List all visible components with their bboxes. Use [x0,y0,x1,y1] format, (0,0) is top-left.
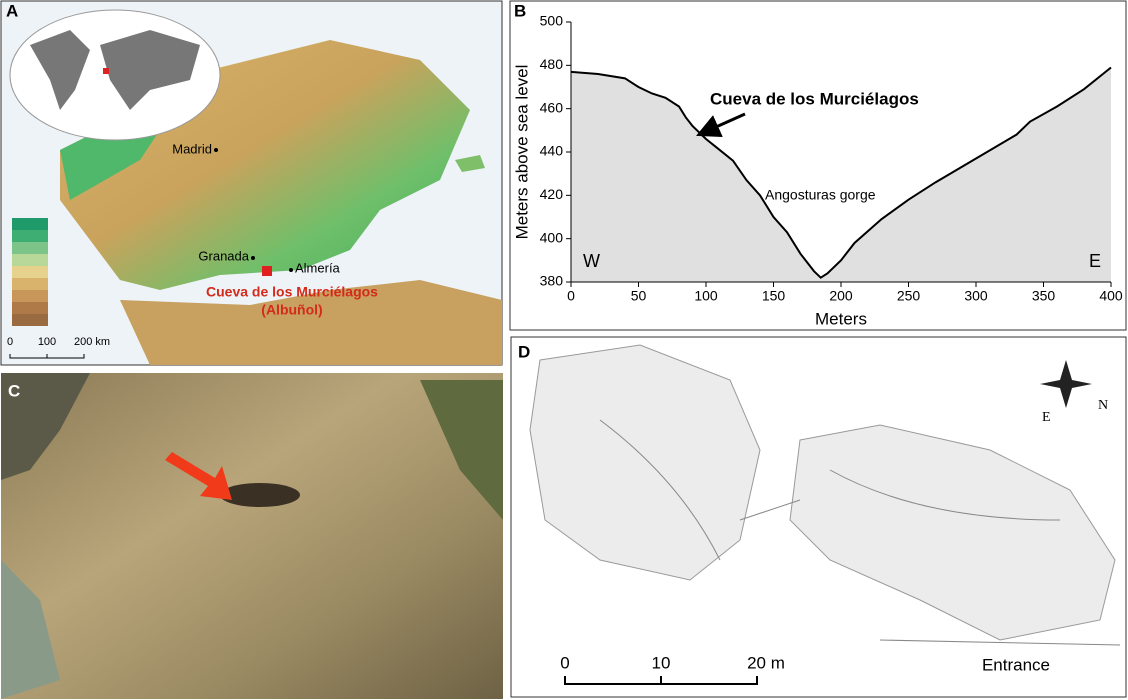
africa [120,280,502,365]
y-tick-label: 380 [540,273,564,289]
x-tick-label: 200 [829,288,853,304]
y-tick-label: 500 [540,13,564,29]
photo-vegetation [420,380,503,520]
scan-chamber [789,424,1116,641]
photo-shadow [1,373,90,480]
photo [1,373,503,699]
scale-label: 200 km [74,336,110,348]
scale-label: 20 m [747,653,785,672]
panel-label: A [6,1,18,20]
scale-label: 100 [38,336,56,348]
y-tick-label: 420 [540,186,564,202]
annotation: Cueva de los Murciélagos [710,89,919,108]
site-marker [262,266,272,276]
compass-label: E [1042,410,1051,425]
site-place: (Albuñol) [261,302,322,318]
scale-bar [564,676,758,685]
panel-frame [509,0,1127,331]
y-axis-label: Meters above sea level [512,65,531,240]
continents [30,30,200,110]
compass [1040,360,1092,408]
x-tick-label: 50 [631,288,647,304]
x-tick-label: 400 [1099,288,1123,304]
y-tick-label: 440 [540,143,564,159]
scan-chamber [529,344,761,581]
panel-label: B [514,1,526,20]
elevation-legend [12,218,48,326]
annotation-arrow [696,112,746,138]
x-tick-label: 0 [567,288,575,304]
panel-label: C [8,381,20,400]
island [455,155,485,172]
scale-label: 10 [652,653,671,672]
x-axis-label: Meters [815,309,867,328]
x-tick-label: 150 [762,288,786,304]
city-dot [251,256,255,260]
scale-bar [9,354,85,359]
annotation: Angosturas gorge [765,187,876,203]
direction-label: W [583,251,600,271]
panel-label: D [518,342,530,361]
panel-c: C [1,373,503,699]
compass-label: N [1098,398,1108,413]
x-tick-label: 250 [897,288,921,304]
x-tick-label: 350 [1032,288,1056,304]
city-dot [214,148,218,152]
profile-line [570,66,1112,279]
panel-b: B Meters Meters above sea level 380 400 42… [509,0,1127,331]
panel-d: E N 0 10 20 m Entrance D [510,336,1127,698]
city-dot [289,268,293,272]
y-tick-label: 400 [540,229,564,245]
photo-arrow [165,452,232,500]
city-label: Madrid [172,141,212,156]
y-tick-label: 460 [540,99,564,115]
scale-label: 0 [560,653,569,672]
area [571,67,1111,282]
photo-river [1,560,60,699]
scale-label: 0 [7,336,13,348]
city-label: Granada [198,248,249,263]
y-tick-label: 480 [540,56,564,72]
x-tick-label: 300 [964,288,988,304]
scan-lines [599,419,1121,646]
x-tick-label: 100 [694,288,718,304]
direction-label: E [1089,251,1101,271]
site-name: Cueva de los Murciélagos [206,284,378,300]
cave-opening [220,483,300,507]
panel-a: A Madrid Granada Almería Cueva de los Mu… [0,0,503,366]
city-label: Almería [295,260,341,275]
globe-marker [103,68,109,74]
entrance-label: Entrance [982,655,1050,674]
